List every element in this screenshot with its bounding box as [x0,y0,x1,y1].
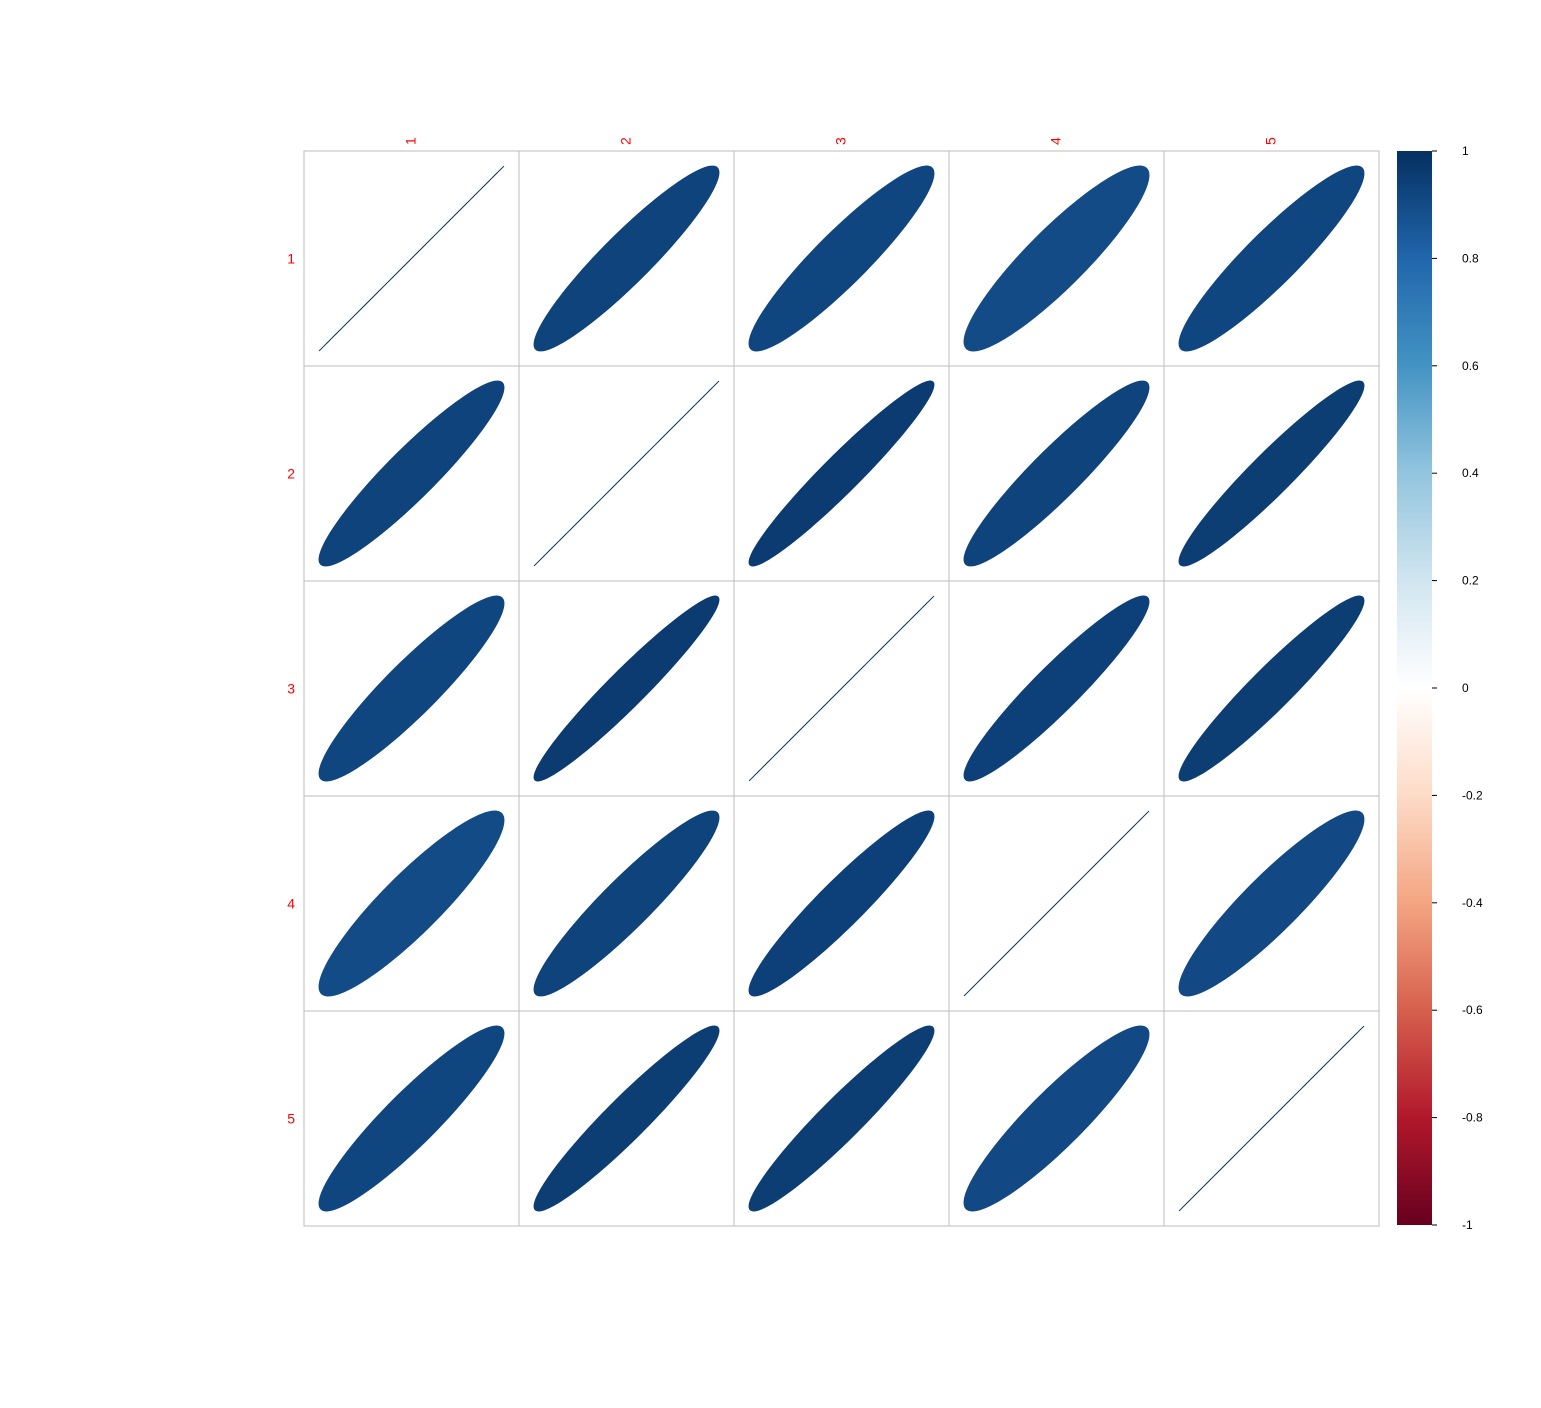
ellipse-2-4 [963,380,1150,567]
ellipse-5-3 [748,1025,935,1212]
colorbar [1397,151,1432,1225]
ellipse-3-5 [1178,595,1365,782]
ellipse-3-1 [318,595,505,782]
row-label-5: 5 [287,1111,295,1127]
ellipse-1-2 [533,165,720,352]
colorbar-tick-label: -0.6 [1462,1003,1483,1017]
colorbar-tick-label: -0.8 [1462,1111,1483,1125]
colorbar-tick-label: -0.2 [1462,788,1483,802]
column-label-1: 1 [403,137,419,145]
ellipse-2-2 [533,380,720,567]
ellipse-5-2 [533,1025,720,1212]
ellipse-5-4 [963,1025,1150,1212]
ellipse-2-5 [1178,380,1365,567]
correlation-ellipses [318,165,1365,1212]
colorbar-tick-label: -0.4 [1462,896,1483,910]
row-label-2: 2 [287,466,295,482]
colorbar-tick-label: 0.2 [1462,574,1479,588]
row-label-1: 1 [287,251,295,267]
ellipse-3-2 [533,595,720,782]
row-label-3: 3 [287,681,295,697]
ellipse-5-1 [318,1025,505,1212]
color-legend: 1 0.8 0.6 0.4 0.2 0 -0.2 -0.4 -0.6 -0.8 -1 [1397,144,1483,1232]
column-label-4: 4 [1048,137,1064,145]
ellipse-3-3 [748,595,935,782]
ellipse-4-1 [318,810,505,997]
colorbar-tick-label: -1 [1462,1218,1473,1232]
ellipse-4-5 [1178,810,1365,997]
colorbar-tick-label: 0.4 [1462,466,1479,480]
colorbar-tick-label: 0 [1462,681,1469,695]
ellipse-1-4 [963,165,1150,352]
column-label-3: 3 [833,137,849,145]
ellipse-5-5 [1178,1025,1365,1212]
colorbar-tick-label: 0.6 [1462,359,1479,373]
ellipse-4-3 [748,810,935,997]
colorbar-tick-label: 1 [1462,144,1469,158]
ellipse-2-1 [318,380,505,567]
ellipse-4-2 [533,810,720,997]
column-label-2: 2 [618,137,634,145]
ellipse-2-3 [748,380,935,567]
colorbar-tick-label: 0.8 [1462,251,1479,265]
column-label-5: 5 [1263,137,1279,145]
ellipse-4-4 [963,810,1150,997]
ellipse-3-4 [963,595,1150,782]
row-label-4: 4 [287,896,295,912]
ellipse-1-3 [748,165,935,352]
row-labels: 1 2 3 4 5 [287,251,295,1127]
column-labels: 1 2 3 4 5 [403,137,1279,145]
ellipse-1-5 [1178,165,1365,352]
ellipse-1-1 [318,165,505,352]
